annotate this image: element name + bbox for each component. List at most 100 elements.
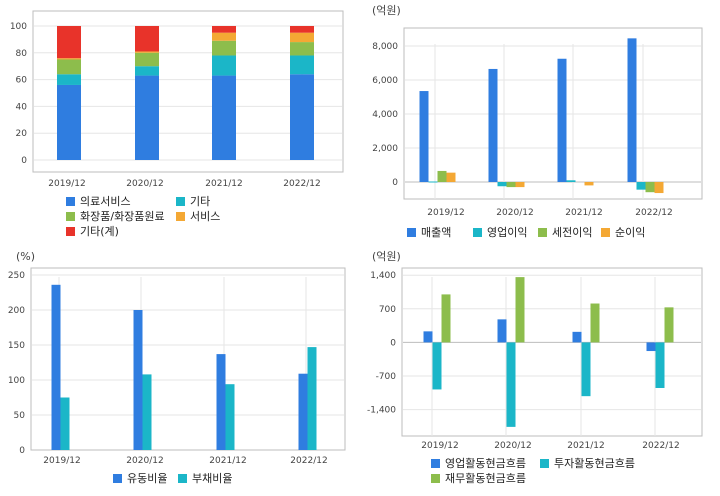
- legend-swatch: [66, 197, 75, 206]
- x-tick-labels: 2019/12 2020/12 2021/12 2022/12: [48, 179, 320, 189]
- bar: [506, 342, 516, 427]
- legend-swatch: [473, 228, 482, 237]
- bar-segment: [135, 75, 159, 160]
- bar: [590, 303, 600, 343]
- bar-segment: [212, 40, 236, 56]
- x-tick-label: 2020/12: [126, 179, 163, 189]
- bar: [627, 38, 637, 182]
- bar: [646, 342, 656, 352]
- unit-label: (%): [16, 250, 35, 263]
- x-tick-label: 2021/12: [565, 208, 602, 218]
- bar-segment: [57, 59, 81, 75]
- y-tick-label: 50: [14, 411, 26, 421]
- bar-segment: [212, 26, 236, 33]
- bar: [636, 182, 646, 190]
- bar: [506, 182, 516, 188]
- bar: [133, 310, 143, 450]
- y-tick-label: -700: [376, 372, 397, 382]
- legend-label: 영업활동현금흐름: [445, 456, 526, 470]
- bar-segment: [57, 84, 81, 160]
- bar: [428, 181, 438, 183]
- y-tick-label: 100: [8, 376, 25, 386]
- bar-segment: [57, 58, 81, 60]
- bar-segment: [57, 26, 81, 59]
- bar-segment: [290, 42, 314, 56]
- bar: [441, 294, 451, 343]
- bars: [419, 38, 664, 194]
- legend-label: 기타(계): [80, 225, 119, 238]
- plot-frame: [401, 267, 703, 437]
- bar: [497, 319, 507, 343]
- y-tick-label: 700: [379, 305, 396, 315]
- y-tick-label: 150: [8, 341, 25, 351]
- legend-label: 투자활동현금흐름: [554, 456, 635, 470]
- legend-swatch: [113, 474, 122, 483]
- panel-ratios: (%) 0 50 100 150 200 250 2019/12 2020/12 2021/1…: [8, 250, 346, 485]
- bar-segment: [290, 32, 314, 43]
- legend-label: 부채비율: [192, 472, 232, 485]
- bar: [488, 68, 498, 182]
- bar: [423, 331, 433, 343]
- legend-label: 기타: [190, 195, 210, 208]
- bar: [216, 354, 226, 450]
- x-tick-label: 2021/12: [209, 456, 246, 466]
- panel-income: (억원) 0 2,000 4,000 6,000 8,000 2019/12 2020/1…: [372, 4, 703, 239]
- legend-swatch: [431, 459, 440, 468]
- legend-label: 순이익: [615, 226, 645, 239]
- legend-label: 재무활동현금흐름: [445, 471, 526, 485]
- legend: 유동비율 부채비율: [113, 472, 232, 485]
- x-tick-label: 2020/12: [126, 456, 163, 466]
- x-tick-label: 2021/12: [205, 179, 242, 189]
- x-tick-label: 2019/12: [43, 456, 80, 466]
- bar: [515, 277, 525, 343]
- y-tick-label: 80: [16, 49, 28, 59]
- bar: [654, 182, 664, 194]
- bar: [566, 180, 576, 182]
- legend: 매출액 영업이익 세전이익 순이익: [407, 226, 645, 239]
- legend-swatch: [540, 459, 549, 468]
- legend-label: 영업이익: [487, 226, 527, 239]
- bar-segment: [135, 51, 159, 53]
- legend-swatch: [176, 197, 185, 206]
- unit-label: (억원): [372, 250, 401, 263]
- bar-segment: [135, 52, 159, 67]
- bar-segment: [290, 26, 314, 33]
- y-tick-labels: 0 2,000 4,000 6,000 8,000: [372, 42, 398, 188]
- bar-segment: [135, 66, 159, 76]
- x-tick-label: 2020/12: [496, 208, 533, 218]
- y-tick-label: 200: [8, 306, 25, 316]
- bar-segment: [212, 75, 236, 160]
- legend-swatch: [178, 474, 187, 483]
- x-tick-labels: 2019/12 2020/12 2021/12 2022/12: [421, 441, 679, 451]
- legend-label: 매출액: [421, 226, 451, 239]
- bar: [515, 182, 525, 188]
- legend-label: 화장품/화장품원료: [80, 210, 165, 223]
- y-tick-label: 40: [16, 102, 28, 112]
- bar-segment: [135, 26, 159, 52]
- legend-swatch: [431, 474, 440, 483]
- y-tick-label: -1,400: [367, 406, 396, 416]
- bar: [557, 58, 567, 182]
- bar: [446, 172, 456, 182]
- x-tick-labels: 2019/12 2020/12 2021/12 2022/12: [427, 208, 672, 218]
- legend-swatch: [538, 228, 547, 237]
- x-tick-label: 2019/12: [48, 179, 85, 189]
- y-tick-label: 0: [392, 178, 398, 188]
- x-tick-label: 2022/12: [635, 208, 672, 218]
- y-tick-label: 100: [10, 22, 27, 32]
- x-tick-label: 2020/12: [494, 441, 531, 451]
- y-tick-label: 60: [16, 76, 28, 86]
- bar: [572, 331, 582, 343]
- bar: [497, 182, 507, 187]
- panel-revenue-composition: 0 20 40 60 80 100 2019/12 2020/12 2021/12 2022/1…: [10, 10, 344, 238]
- bar: [655, 342, 665, 388]
- bars: [51, 284, 317, 450]
- bar: [437, 170, 447, 182]
- bar: [298, 373, 308, 450]
- y-tick-label: 4,000: [372, 110, 398, 120]
- unit-label: (억원): [372, 4, 401, 17]
- legend-swatch: [407, 228, 416, 237]
- legend-label: 서비스: [190, 210, 220, 223]
- bar: [584, 182, 594, 186]
- y-tick-label: 20: [16, 129, 28, 139]
